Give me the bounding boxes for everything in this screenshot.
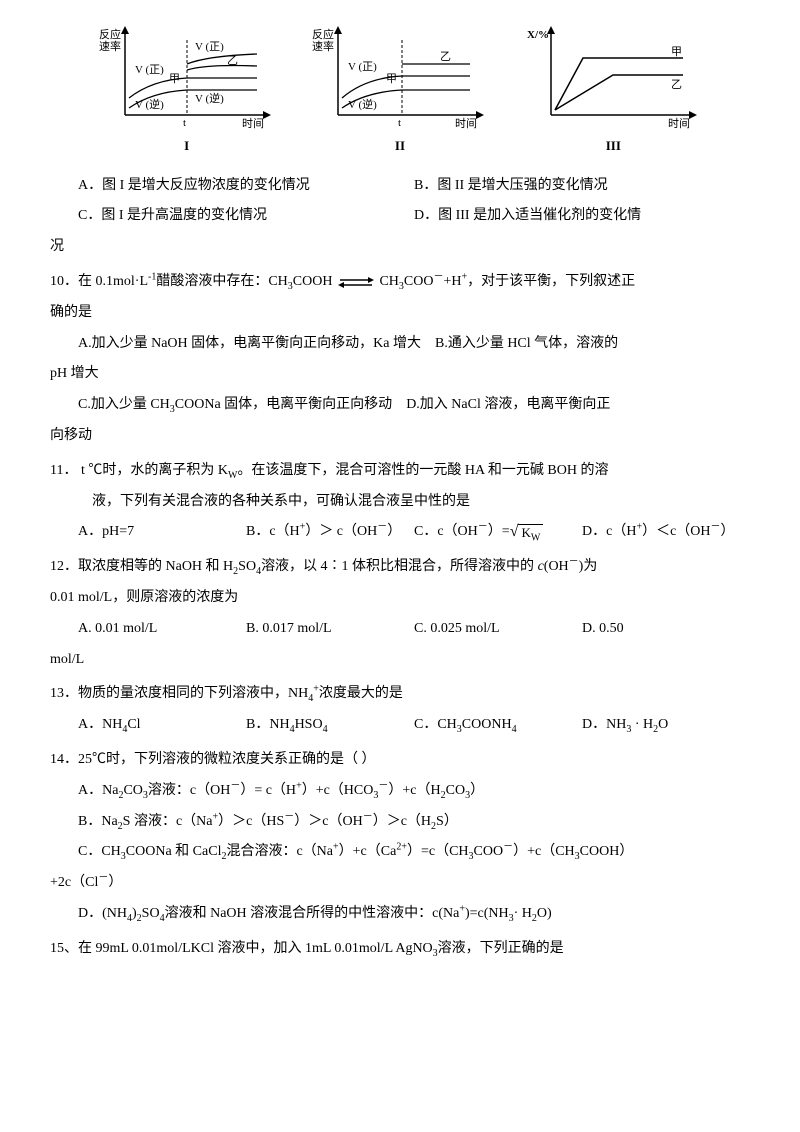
q9-opt-a: A．图 I 是增大反应物浓度的变化情况 (78, 171, 414, 202)
q12-stem1: 12．取浓度相等的 NaOH 和 H2SO4溶液，以 4∶1 体积比相混合，所得… (50, 552, 750, 583)
svg-text:甲: 甲 (169, 73, 180, 85)
q11-s1b: 。在该温度下，混合可溶性的一元酸 HA 和一元碱 BOH 的溶 (237, 463, 608, 478)
q11-stem1: 11． t ℃时，水的离子积为 KW。在该温度下，混合可溶性的一元酸 HA 和一… (50, 456, 750, 487)
q10-stem-f: +H (443, 274, 461, 289)
q12-opt-d-tail: mol/L (50, 645, 750, 676)
svg-text:乙: 乙 (440, 50, 451, 63)
svg-text:反应: 反应 (312, 27, 334, 41)
q13-opt-a: A．NH4Cl (78, 710, 246, 741)
q10-stem-d: CH (379, 274, 398, 289)
q10-opt-b-tail: pH 增大 (50, 359, 750, 390)
svg-text:乙: 乙 (671, 78, 682, 91)
q14-opt-a: A．Na2CO3溶液：c（OH－）= c（H+）+c（HCO3－）+c（H2CO… (78, 776, 750, 807)
q10-stem-tail: 确的是 (50, 298, 750, 329)
svg-text:t: t (398, 117, 401, 129)
q10: 10．在 0.1mol·L-1醋酸溶液中存在：CH3COOH CH3COO－+H… (50, 267, 750, 298)
q14-opt-c-tail: +2c（Cl－） (50, 868, 750, 899)
q10-opt-c: C.加入少量 CH (78, 397, 170, 412)
q13-opt-d: D．NH3 · H2O (582, 710, 750, 741)
svg-text:V (正): V (正) (195, 41, 224, 53)
q14-stem: 14．25℃时，下列溶液的微粒浓度关系正确的是（ ） (50, 745, 750, 776)
q11-options: A．pH=7 B．c（H+）＞ c（OH－） C．c（OH－）=√KW D．c（… (78, 517, 750, 548)
q12-opt-b: B. 0.017 mol/L (246, 614, 414, 645)
svg-text:V (正): V (正) (348, 61, 377, 73)
svg-text:V (正): V (正) (135, 64, 164, 76)
q10-stem-e: COO (404, 274, 434, 289)
q10-row-ab: A.加入少量 NaOH 固体，电离平衡向正向移动，Ka 增大 B.通入少量 HC… (78, 329, 750, 360)
chart-3: X/% 时间 甲 乙 III (523, 20, 703, 161)
q13-options: A．NH4Cl B．NH4HSO4 C．CH3COONH4 D．NH3 · H2… (78, 710, 750, 741)
q10-opt-d-tail: 向移动 (50, 421, 750, 452)
q10-opt-b: B.通入少量 HCl 气体，溶液的 (435, 336, 618, 351)
q14-opt-c: C．CH3COONa 和 CaCl2混合溶液：c（Na+）+c（Ca2+）=c（… (78, 837, 750, 868)
q10-opt-d: D.加入 NaCl 溶液，电离平衡向正 (406, 397, 610, 412)
svg-text:V (逆): V (逆) (348, 97, 377, 111)
q11-opt-d: D．c（H+）＜c（OH－） (582, 517, 750, 548)
chart-2: 反应 速率 时间 t V (正) V (逆) 乙 甲 II (310, 20, 490, 161)
chart-2-label: II (310, 132, 490, 161)
q12-opt-a: A. 0.01 mol/L (78, 614, 246, 645)
q10-opt-c2: COONa 固体，电离平衡向正向移动 (175, 397, 392, 412)
svg-text:时间: 时间 (242, 117, 264, 130)
charts-figure: 反应 速率 时间 t V (正) V (逆) V (正) 乙 甲 V (逆) I (50, 20, 750, 161)
q11-stem2: 液，下列有关混合液的各种关系中，可确认混合液呈中性的是 (92, 487, 750, 518)
q15-stem: 15、在 99mL 0.01mol/LKCl 溶液中，加入 1mL 0.01mo… (50, 934, 750, 965)
chart-1-label: I (97, 132, 277, 161)
q11-opt-b: B．c（H+）＞ c（OH－） (246, 517, 414, 548)
q13-opt-c: C．CH3COONH4 (414, 710, 582, 741)
chart-3-label: III (523, 132, 703, 161)
q12-opt-c: C. 0.025 mol/L (414, 614, 582, 645)
q10-stem-g: ，对于该平衡，下列叙述正 (467, 274, 635, 289)
svg-text:X/%: X/% (527, 29, 549, 41)
q9-opt-c: C．图 I 是升高温度的变化情况 (78, 201, 414, 232)
q10-stem-a: 10．在 0.1mol·L (50, 274, 148, 289)
q10-stem-c: COOH (293, 274, 333, 289)
q13-opt-b: B．NH4HSO4 (246, 710, 414, 741)
q14-opt-d: D．(NH4)2SO4溶液和 NaOH 溶液混合所得的中性溶液中：c(Na+)=… (78, 899, 750, 930)
q9-opt-d: D．图 III 是加入适当催化剂的变化情 (414, 201, 750, 232)
q11-opt-a: A．pH=7 (78, 517, 246, 548)
q10-stem-b: 醋酸溶液中存在：CH (156, 274, 287, 289)
q14-opt-b: B．Na2S 溶液：c（Na+）＞c（HS－）＞c（OH－）＞c（H2S） (78, 807, 750, 838)
q12-opt-d: D. 0.50 (582, 614, 750, 645)
chart-1: 反应 速率 时间 t V (正) V (逆) V (正) 乙 甲 V (逆) I (97, 20, 277, 161)
q9-opt-b: B．图 II 是增大压强的变化情况 (414, 171, 750, 202)
svg-text:t: t (183, 117, 186, 129)
q11-opt-c: C．c（OH－）=√KW (414, 517, 582, 548)
q9-opt-d-tail: 况 (50, 232, 750, 263)
svg-text:甲: 甲 (671, 46, 682, 58)
equilibrium-arrows-icon (336, 276, 376, 288)
q12-stem2: 0.01 mol/L，则原溶液的浓度为 (50, 583, 750, 614)
svg-text:速率: 速率 (99, 39, 121, 53)
svg-text:反应: 反应 (99, 27, 121, 41)
svg-text:乙: 乙 (227, 54, 238, 67)
svg-text:V (逆): V (逆) (195, 91, 224, 105)
q12-options: A. 0.01 mol/L B. 0.017 mol/L C. 0.025 mo… (78, 614, 750, 645)
q13-stem: 13．物质的量浓度相同的下列溶液中，NH4+浓度最大的是 (50, 679, 750, 710)
svg-text:时间: 时间 (455, 117, 477, 130)
svg-text:甲: 甲 (386, 73, 397, 85)
q9-options: A．图 I 是增大反应物浓度的变化情况 B．图 II 是增大压强的变化情况 C．… (78, 171, 750, 233)
svg-text:速率: 速率 (312, 39, 334, 53)
q10-row-cd: C.加入少量 CH3COONa 固体，电离平衡向正向移动 D.加入 NaCl 溶… (78, 390, 750, 421)
svg-text:V (逆): V (逆) (135, 97, 164, 111)
svg-text:时间: 时间 (668, 117, 690, 130)
q11-s1a: 11． t ℃时，水的离子积为 K (50, 463, 228, 478)
q10-opt-a: A.加入少量 NaOH 固体，电离平衡向正向移动，Ka 增大 (78, 336, 421, 351)
